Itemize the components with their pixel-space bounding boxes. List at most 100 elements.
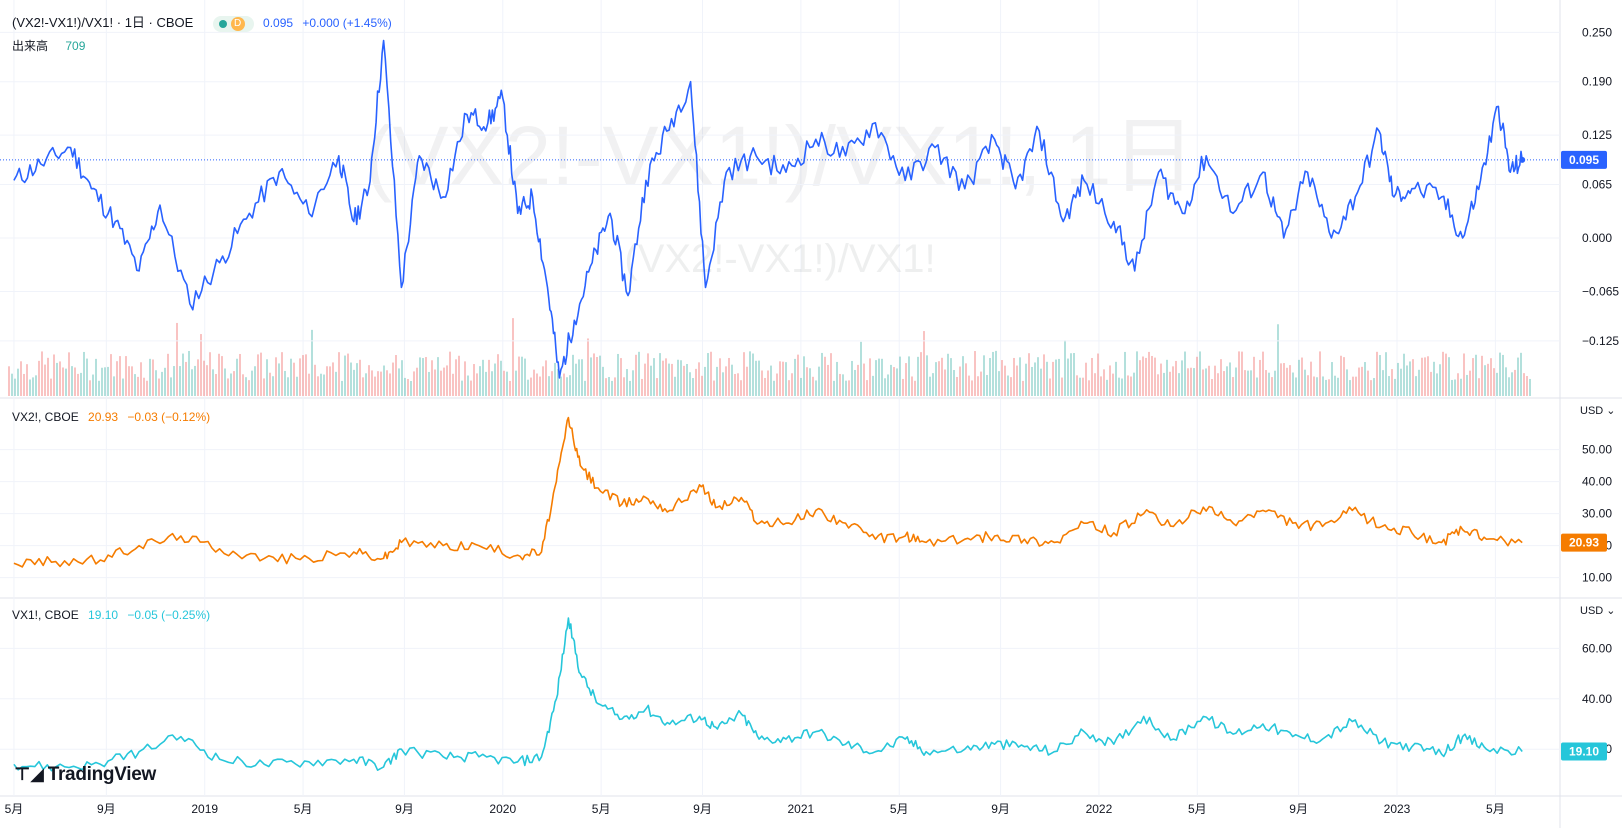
volume-bar [833, 380, 835, 396]
volume-bar [356, 363, 358, 396]
volume-bar [812, 376, 814, 396]
volume-bar [944, 369, 946, 396]
volume-bar [992, 351, 994, 396]
volume-bar [185, 361, 187, 396]
volume-bar [1199, 351, 1201, 396]
volume-bar [1034, 362, 1036, 396]
volume-bar [272, 376, 274, 396]
volume-bar [1517, 357, 1519, 396]
volume-bar [413, 371, 415, 396]
volume-bar [1112, 373, 1114, 396]
volume-bar [182, 353, 184, 396]
volume-bar [71, 366, 73, 396]
volume-bar [851, 360, 853, 396]
volume-bar [1400, 368, 1402, 396]
last-value-label: 19.10 [1569, 744, 1599, 758]
volume-bar [596, 357, 598, 396]
volume-bar [140, 362, 142, 396]
volume-bar [623, 377, 625, 396]
volume-bar [560, 376, 562, 396]
volume-bar [1412, 359, 1414, 396]
volume-bar [92, 374, 94, 396]
volume-bar [1181, 360, 1183, 396]
vx2-value: 20.93 [88, 410, 119, 424]
volume-bar [743, 352, 745, 396]
volume-bar [242, 374, 244, 396]
volume-bar [581, 359, 583, 396]
volume-bar [446, 365, 448, 396]
volume-bar [986, 374, 988, 396]
volume-bar [26, 364, 28, 396]
volume-bar [1283, 363, 1285, 396]
volume-bar [353, 369, 355, 396]
volume-bar [1052, 361, 1054, 396]
main-symbol[interactable]: (VX2!-VX1!)/VX1! · 1日 · CBOE [12, 15, 194, 30]
volume-bar [599, 355, 601, 396]
volume-bar [1526, 376, 1528, 396]
volume-bar [875, 360, 877, 396]
volume-label[interactable]: 出来高 [12, 39, 49, 53]
volume-bar [377, 371, 379, 396]
volume-bar [1475, 354, 1477, 396]
volume-bar [455, 359, 457, 396]
volume-bar [866, 380, 868, 396]
volume-bar [878, 358, 880, 396]
main-value: 0.095 [263, 16, 294, 30]
volume-bar [1202, 369, 1204, 396]
volume-bar [1457, 373, 1459, 396]
volume-bar [1274, 370, 1276, 396]
volume-bar [911, 376, 913, 396]
volume-bar [956, 376, 958, 396]
volume-bar [1397, 362, 1399, 396]
y-tick-label: 0.250 [1582, 25, 1612, 39]
volume-bar [737, 373, 739, 396]
volume-bar [1229, 362, 1231, 396]
volume-bar [566, 377, 568, 396]
volume-bar [1361, 366, 1363, 396]
volume-bar [1058, 358, 1060, 396]
volume-bar [212, 369, 214, 396]
volume-bar [170, 377, 172, 396]
volume-bar [53, 354, 55, 396]
volume-bar [905, 363, 907, 396]
volume-bar [257, 354, 259, 396]
volume-bar [314, 364, 316, 396]
volume-bar [890, 364, 892, 396]
volume-bar [275, 357, 277, 396]
volume-bar [914, 380, 916, 396]
volume-bar [713, 380, 715, 396]
volume-bar [1325, 379, 1327, 396]
volume-bar [968, 375, 970, 396]
volume-bar [1136, 351, 1138, 396]
y-tick-label: 30.00 [1582, 507, 1612, 521]
vx2-symbol[interactable]: VX2!, CBOE [12, 410, 79, 424]
volume-bar [611, 380, 613, 396]
volume-bar [329, 366, 331, 396]
volume-bar [440, 370, 442, 396]
volume-bar [260, 352, 262, 396]
x-tick-label: 2019 [191, 802, 218, 816]
volume-bar [389, 373, 391, 396]
volume-bar [1043, 354, 1045, 396]
volume-bar [767, 370, 769, 396]
volume-bar [1493, 368, 1495, 396]
volume-bar [1037, 357, 1039, 396]
volume-bar [575, 363, 577, 396]
volume-bar [578, 359, 580, 396]
volume-bar [482, 359, 484, 396]
tradingview-logo[interactable]: ⊤◢ TradingView [14, 764, 156, 786]
y-tick-label: 50.00 [1582, 443, 1612, 457]
vx1-symbol[interactable]: VX1!, CBOE [12, 608, 79, 622]
volume-bar [41, 351, 43, 396]
status-pill[interactable]: D [212, 15, 254, 32]
volume-bar [203, 360, 205, 396]
volume-bar [1358, 367, 1360, 396]
volume-bar [980, 371, 982, 396]
volume-bar [1529, 378, 1531, 396]
volume-bar [1349, 380, 1351, 396]
volume-bar [857, 364, 859, 396]
volume-bar [62, 367, 64, 396]
volume-bar [758, 360, 760, 396]
volume-bar [230, 373, 232, 396]
